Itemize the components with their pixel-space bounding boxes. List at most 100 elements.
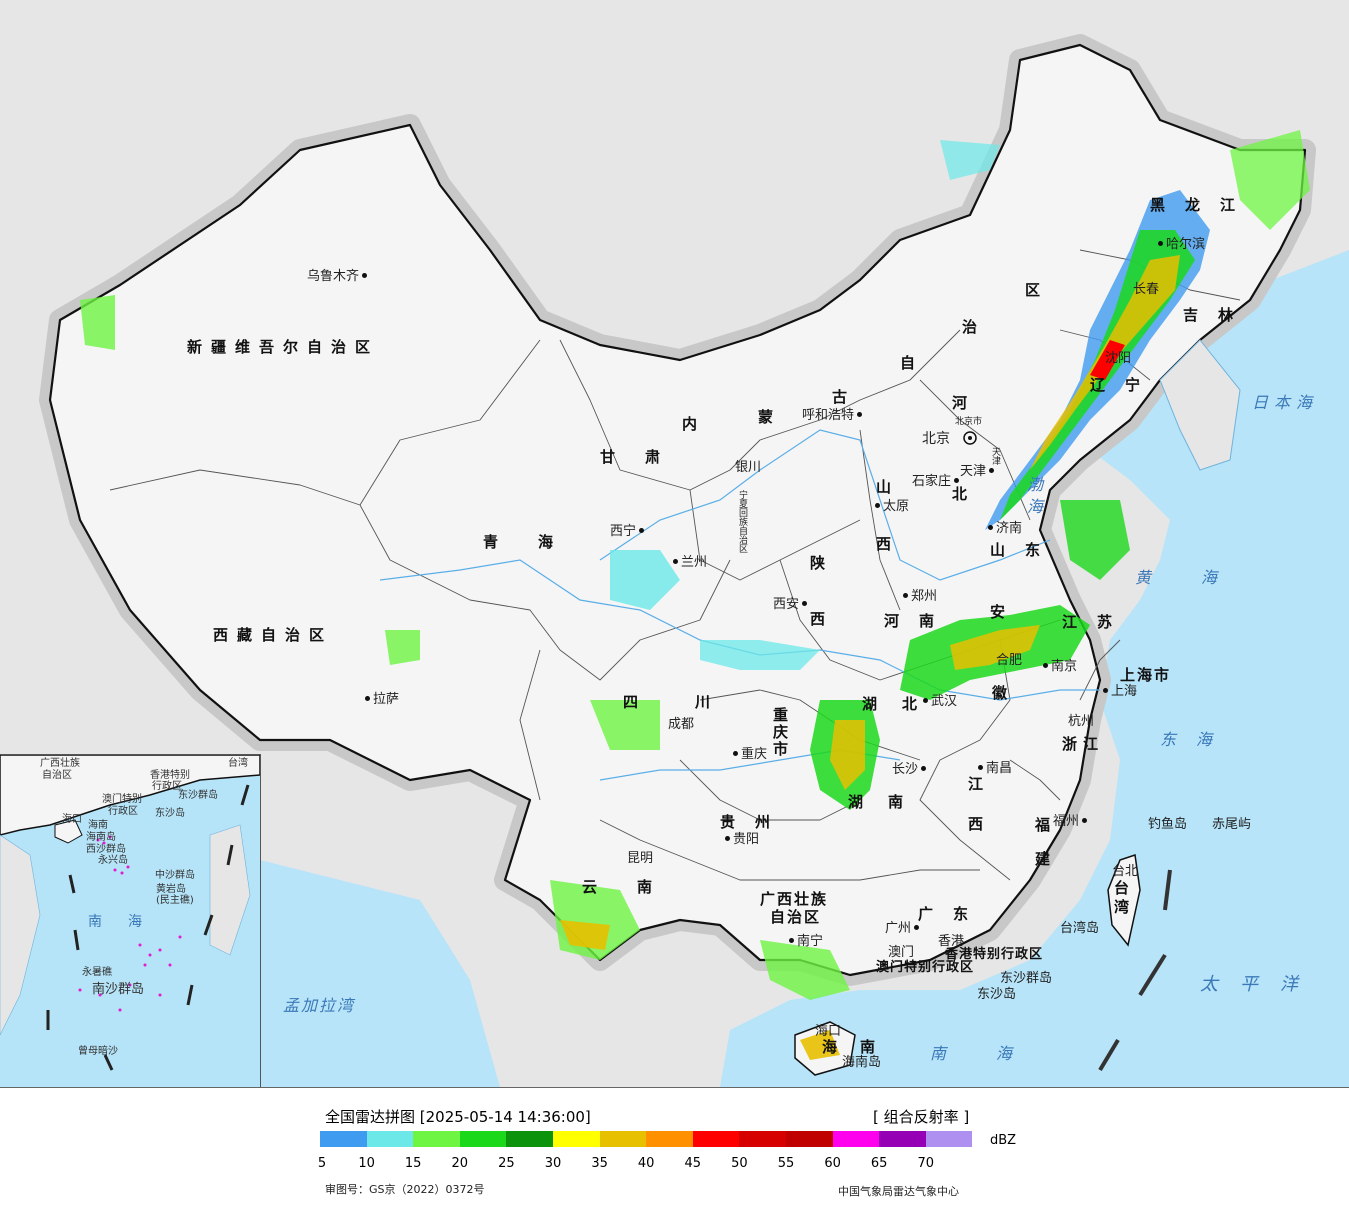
sea-pacific: 太平洋 xyxy=(1200,974,1320,995)
prov-hunan-1: 湖 xyxy=(848,793,873,811)
city-harbin: 哈尔滨 xyxy=(1155,238,1205,251)
prov-shaanxi-2: 西 xyxy=(810,610,835,628)
city-hainan-island: 海南岛 xyxy=(842,1055,882,1070)
radar-map[interactable]: 新疆维吾尔自治区 西藏自治区 青海 甘肃 内 蒙 古 自 治 区 黑龙江 吉林 … xyxy=(0,0,1349,1088)
south-china-sea-inset: 广西壮族 自治区 台湾 香港特别 行政区 澳门特别 行政区 东沙群岛 东沙岛 海… xyxy=(0,754,261,1087)
city-hohhot: 呼和浩特 xyxy=(802,409,865,422)
approval-number: 审图号：GS京（2022）0372号 xyxy=(325,1183,485,1196)
prov-sichuan-1: 四 xyxy=(623,693,648,711)
city-taipei: 台北 xyxy=(1112,864,1139,879)
city-chongqing: 重庆 xyxy=(730,748,767,761)
legend-swatch xyxy=(785,1131,833,1147)
prov-guangdong: 广东 xyxy=(918,905,989,923)
inset-yongshu: 永暑礁 xyxy=(82,967,112,978)
city-hangzhou: 杭州 xyxy=(1068,714,1095,729)
inset-haikou: 海口 xyxy=(62,814,82,825)
legend-tick-label: 35 xyxy=(591,1156,608,1171)
sea-south: 南海 xyxy=(930,1044,1063,1063)
prov-chongqing: 重庆市 xyxy=(771,707,789,758)
inset-dongsha2: 东沙岛 xyxy=(155,808,185,819)
inset-macau: 澳门特别 xyxy=(102,794,142,805)
sea-yellow: 黄海 xyxy=(1135,568,1268,587)
beijing-marker xyxy=(963,431,977,445)
legend-swatch xyxy=(879,1131,926,1147)
city-zhengzhou: 郑州 xyxy=(900,590,937,603)
inset-hk2: 行政区 xyxy=(152,781,182,792)
city-beijing-city: 北京市 xyxy=(955,417,983,427)
taiwan-island xyxy=(1107,854,1141,947)
inset-nansha: 南沙群岛 xyxy=(92,982,145,997)
prov-ningxia: 宁夏回族自治区 xyxy=(737,490,747,553)
prov-shanxi-2: 西 xyxy=(876,535,901,553)
inset-taiwan: 台湾 xyxy=(228,758,248,769)
city-tianjin: 天津 xyxy=(960,465,997,478)
inset-yongxing: 永兴岛 xyxy=(98,855,128,866)
city-taiyuan: 太原 xyxy=(872,500,909,513)
prov-neimenggu-5: 治 xyxy=(962,318,987,336)
city-yinchuan: 银川 xyxy=(735,460,762,475)
legend-tick-label: 25 xyxy=(498,1156,515,1171)
prov-neimenggu-4: 自 xyxy=(900,354,925,372)
prov-hainan-2: 南 xyxy=(860,1038,885,1056)
legend-title: 全国雷达拼图 [2025-05-14 14:36:00] xyxy=(325,1108,591,1126)
legend-tick-label: 60 xyxy=(824,1156,841,1171)
legend-product: [ 组合反射率 ] xyxy=(873,1108,970,1126)
prov-hainan-1: 海 xyxy=(822,1038,847,1056)
sea-boundary-dashes xyxy=(1098,869,1172,1072)
prov-guangxi-1: 广西壮族 xyxy=(760,890,829,908)
legend-swatch xyxy=(646,1131,693,1147)
legend-tick-label: 5 xyxy=(317,1156,327,1171)
city-nanjing: 南京 xyxy=(1040,660,1077,673)
prov-hebei-1: 河 xyxy=(952,394,977,412)
legend-panel: 全国雷达拼图 [2025-05-14 14:36:00] [ 组合反射率 ] 5… xyxy=(0,1088,1349,1208)
legend-tick-label: 55 xyxy=(777,1156,795,1171)
inset-zhongsha: 中沙群岛 xyxy=(155,870,195,881)
prov-jiangsu: 江苏 xyxy=(1062,613,1133,631)
legend-swatch xyxy=(366,1131,414,1147)
inset-xisha: 西沙群岛 xyxy=(86,844,126,855)
prov-hebei-2: 北 xyxy=(952,485,977,503)
city-fuzhou: 福州 xyxy=(1053,815,1090,828)
prov-shaanxi-1: 陕 xyxy=(810,554,835,572)
sea-bengal: 孟加拉湾 xyxy=(283,996,356,1015)
prov-hunan-2: 南 xyxy=(888,793,913,811)
city-shenyang: 沈阳 xyxy=(1105,351,1132,366)
prov-anhui-1: 安 xyxy=(990,603,1015,621)
city-kunming: 昆明 xyxy=(627,851,654,866)
prov-guizhou: 贵州 xyxy=(720,813,791,831)
bengal-bay xyxy=(200,860,500,1087)
radar-echoes xyxy=(80,130,1310,1060)
legend-tick-label: 15 xyxy=(404,1156,422,1171)
city-lhasa: 拉萨 xyxy=(362,693,399,706)
legend-tick-label: 65 xyxy=(870,1156,888,1171)
city-hongkong: 香港 xyxy=(938,934,965,949)
city-taiwan-island: 台湾岛 xyxy=(1060,921,1100,936)
prov-tibet: 西藏自治区 xyxy=(213,626,334,644)
prov-liaoning: 辽宁 xyxy=(1090,376,1161,394)
inset-huangyan: 黄岩岛 xyxy=(156,884,186,895)
city-changsha: 长沙 xyxy=(892,763,929,776)
legend-tick-label: 20 xyxy=(451,1156,469,1171)
city-shijiazhuang: 石家庄 xyxy=(912,475,962,488)
city-guangzhou: 广州 xyxy=(885,922,922,935)
prov-shanxi-1: 山 xyxy=(876,478,901,496)
prov-heilongjiang: 黑龙江 xyxy=(1150,196,1256,214)
inset-huangyan2: (民主礁) xyxy=(156,895,194,906)
prov-guangxi-2: 自治区 xyxy=(770,908,822,926)
city-tianjin-city: 天津 xyxy=(990,447,1000,465)
pacific-ocean xyxy=(720,250,1349,1087)
inset-hainan: 海南 xyxy=(88,820,108,831)
city-nanchang: 南昌 xyxy=(975,762,1012,775)
inset-zengmu: 曾母暗沙 xyxy=(78,1046,118,1057)
prov-hubei-1: 湖 xyxy=(862,695,887,713)
prov-henan: 河南 xyxy=(884,612,955,630)
sea-east: 东海 xyxy=(1160,730,1233,749)
city-chengdu: 成都 xyxy=(668,717,695,732)
legend-tick-label: 30 xyxy=(544,1156,562,1171)
city-urumqi: 乌鲁木齐 xyxy=(307,270,370,283)
prov-neimenggu-3: 古 xyxy=(832,388,857,406)
legend-tick-label: 10 xyxy=(358,1156,375,1171)
inset-south-sea-2: 海 xyxy=(128,914,142,930)
city-jinan: 济南 xyxy=(985,522,1022,535)
prov-fujian-1: 福 xyxy=(1035,816,1060,834)
